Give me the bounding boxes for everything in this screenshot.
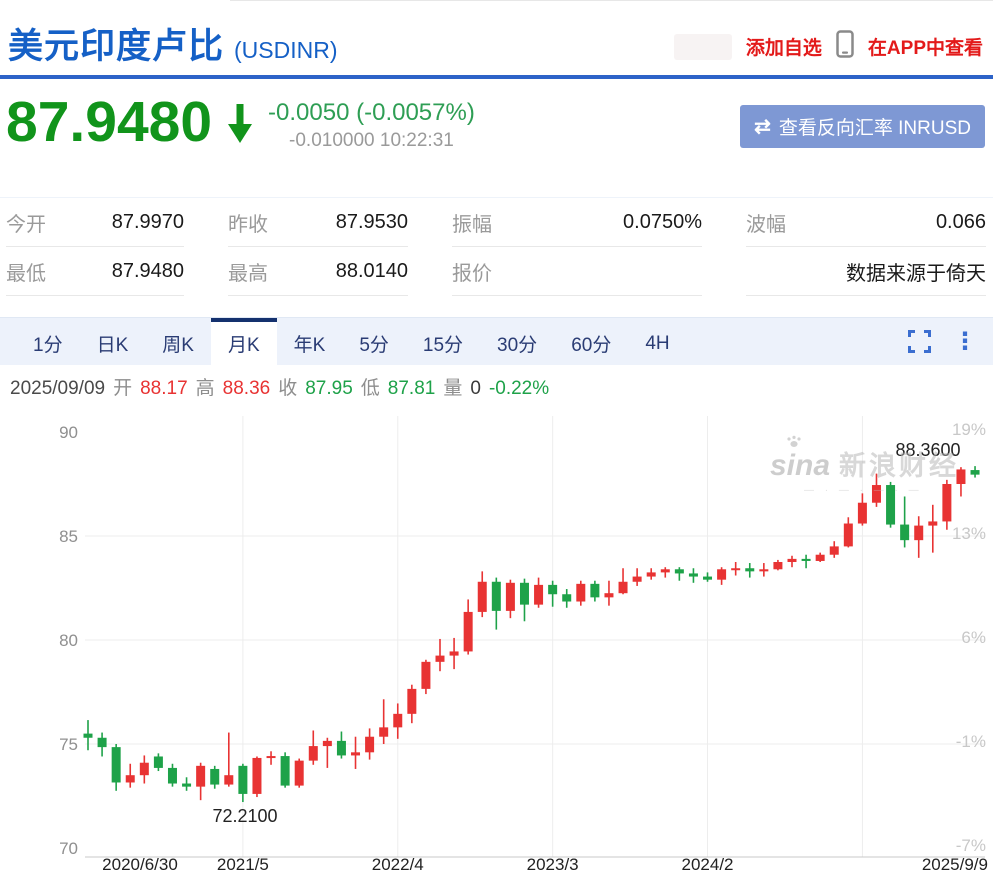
stat-high: 最高 88.0140	[228, 247, 408, 296]
stat-data-source: 数据来源于倚天	[746, 247, 986, 296]
page-title: 美元印度卢比	[8, 27, 225, 66]
svg-text:6%: 6%	[961, 628, 986, 647]
tab-month-k[interactable]: 月K	[210, 318, 277, 365]
stat-prev-close: 昨收 87.9530	[228, 198, 408, 247]
kline-chart[interactable]: 90 85 80 75 70 19% 13% 6% -1% -7% 2020/6/30 2021/5 2…	[0, 404, 993, 874]
tab-15min[interactable]: 15分	[422, 335, 464, 356]
ohlc-volume: 0	[470, 378, 481, 399]
tab-30min[interactable]: 30分	[497, 335, 538, 356]
price-change-detail: -0.010000 10:22:31	[289, 130, 454, 151]
faded-box	[673, 33, 732, 60]
current-price: 87.9480	[6, 90, 213, 154]
ohlc-pct: -0.22%	[488, 378, 550, 399]
svg-text:2022/4: 2022/4	[372, 855, 424, 874]
ohlc-high: 88.36	[222, 378, 271, 399]
price-change: -0.0050 (-0.0057%)	[268, 99, 475, 126]
svg-text:-7%: -7%	[956, 836, 986, 855]
down-arrow-icon	[226, 103, 254, 150]
svg-text:88.3600: 88.3600	[895, 440, 960, 460]
phone-icon	[836, 30, 854, 63]
quote-panel: 87.9480 -0.0050 (-0.0057%) -0.010000 10:…	[0, 79, 993, 197]
ohlc-open: 88.17	[140, 378, 188, 399]
reverse-rate-button[interactable]: ⇄ 查看反向汇率 INRUSD	[740, 105, 985, 148]
tab-4h[interactable]: 4H	[645, 332, 670, 354]
reverse-rate-label: 查看反向汇率 INRUSD	[778, 118, 971, 139]
kline-canvas[interactable]: 90 85 80 75 70 19% 13% 6% -1% -7% 2020/6/30 2021/5 2…	[0, 404, 993, 874]
page-header: 美元印度卢比 (USDINR) 添加自选 在APP中查看	[0, 0, 993, 75]
tab-week-k[interactable]: 周K	[162, 335, 194, 356]
ohlc-close: 87.95	[305, 378, 353, 399]
tab-60min[interactable]: 60分	[571, 335, 612, 356]
view-in-app-link[interactable]: 在APP中查看	[867, 38, 983, 59]
svg-text:19%: 19%	[952, 420, 986, 439]
svg-text:70: 70	[59, 839, 78, 858]
fullscreen-icon[interactable]	[908, 330, 931, 353]
ohlc-low: 87.81	[387, 378, 436, 399]
more-menu-icon[interactable]: ⋮	[953, 327, 977, 355]
header-underline	[0, 75, 993, 79]
tab-day-k[interactable]: 日K	[96, 335, 129, 356]
svg-text:85: 85	[59, 527, 78, 546]
svg-text:72.2100: 72.2100	[212, 806, 277, 826]
stat-today-open: 今开 87.9970	[6, 198, 184, 247]
swap-icon: ⇄	[754, 116, 771, 138]
stats-grid: 今开 87.9970 昨收 87.9530 振幅 0.0750% 波幅 0.06…	[0, 197, 993, 296]
symbol-code: (USDINR)	[234, 37, 338, 63]
stat-range: 波幅 0.066	[746, 198, 986, 247]
stat-quote: 报价	[452, 247, 702, 296]
svg-text:13%: 13%	[952, 524, 986, 543]
tab-1min[interactable]: 1分	[33, 335, 63, 356]
svg-text:2020/6/30: 2020/6/30	[102, 855, 178, 874]
top-divider	[230, 0, 993, 1]
ohlc-date: 2025/09/09	[10, 378, 106, 399]
stat-low: 最低 87.9480	[6, 247, 184, 296]
tab-year-k[interactable]: 年K	[293, 335, 326, 356]
add-watchlist-link[interactable]: 添加自选	[745, 38, 822, 59]
svg-text:2021/5: 2021/5	[217, 855, 269, 874]
svg-text:75: 75	[59, 735, 78, 754]
tab-5min[interactable]: 5分	[359, 335, 389, 356]
svg-text:-1%: -1%	[956, 732, 986, 751]
svg-text:2024/2: 2024/2	[682, 855, 734, 874]
svg-text:90: 90	[59, 423, 78, 442]
kline-tabbar: 1分 日K 周K 月K 年K 5分 15分 30分 60分 4H ⋮	[0, 317, 993, 365]
stat-amplitude: 振幅 0.0750%	[452, 198, 702, 247]
svg-text:2023/3: 2023/3	[527, 855, 579, 874]
ohlc-info-line: 2025/09/09 开 88.17 高 88.36 收 87.95 低 87.…	[10, 378, 550, 399]
svg-text:2025/9/9: 2025/9/9	[922, 855, 988, 874]
svg-text:80: 80	[59, 631, 78, 650]
